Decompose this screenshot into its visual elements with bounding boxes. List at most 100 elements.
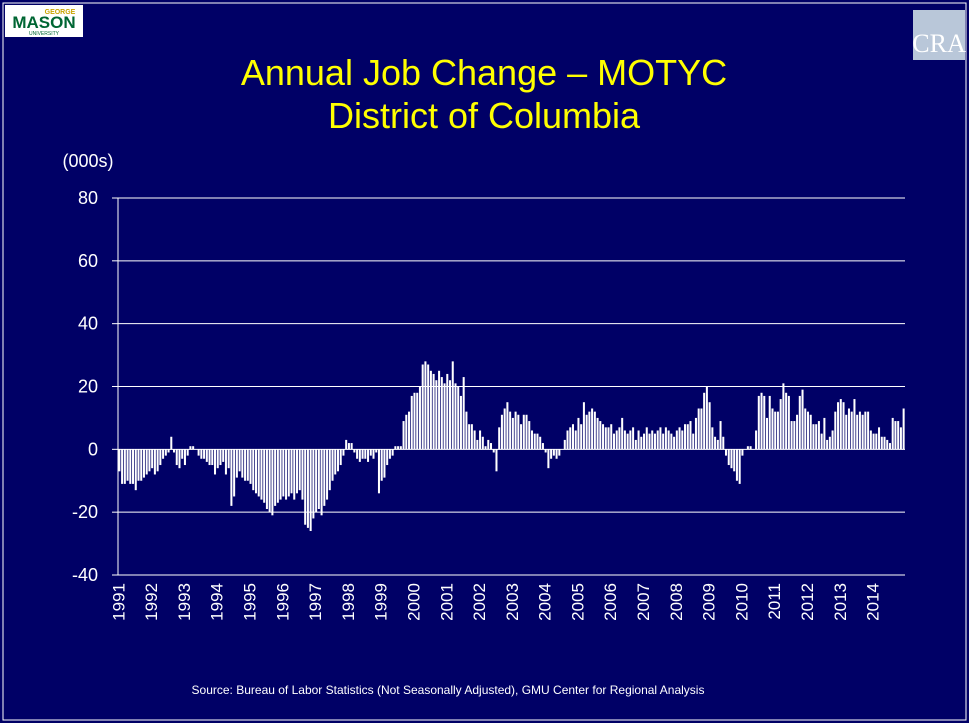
bar — [528, 421, 531, 450]
bar — [328, 449, 331, 491]
bar — [826, 439, 829, 450]
x-tick-label: 1991 — [109, 583, 128, 621]
bar — [820, 433, 823, 450]
bar — [787, 395, 790, 450]
bar — [511, 417, 514, 450]
bar — [662, 433, 665, 450]
x-tick-label: 1996 — [273, 583, 292, 621]
bar — [350, 443, 353, 450]
bar — [730, 449, 733, 469]
bar — [416, 392, 419, 450]
bar — [785, 392, 788, 450]
bar — [544, 449, 547, 453]
bar — [454, 383, 457, 450]
bar — [809, 414, 812, 450]
bar — [621, 417, 624, 450]
bar — [162, 449, 165, 459]
bar — [465, 411, 468, 450]
bar — [651, 430, 654, 450]
bar — [309, 449, 312, 532]
bar — [134, 449, 137, 491]
bar — [509, 411, 512, 450]
bar — [397, 446, 400, 450]
bar — [306, 449, 309, 528]
bar — [323, 449, 326, 506]
x-tick-label: 2010 — [732, 583, 751, 621]
bar — [287, 449, 290, 497]
bar — [673, 436, 676, 450]
bar — [834, 411, 837, 450]
bar — [716, 439, 719, 450]
bar — [869, 430, 872, 450]
bar — [347, 443, 350, 450]
bar — [126, 449, 129, 481]
bar — [233, 449, 236, 497]
bar — [189, 446, 192, 450]
bar — [634, 439, 637, 450]
bar — [888, 443, 891, 450]
x-tick-label: 1997 — [306, 583, 325, 621]
bar — [213, 449, 217, 475]
bar — [438, 370, 441, 450]
x-tick-label: 2003 — [503, 583, 522, 621]
x-tick-label: 1998 — [339, 583, 358, 621]
bar — [793, 421, 796, 450]
bar — [588, 411, 591, 450]
bar — [345, 439, 348, 450]
bar — [703, 392, 706, 450]
y-tick-label: 80 — [78, 188, 98, 208]
bar — [883, 436, 886, 450]
bar — [295, 449, 298, 494]
bar — [481, 436, 484, 450]
bar — [265, 449, 268, 510]
bar — [812, 424, 815, 450]
y-axis-label: (000s) — [62, 151, 113, 171]
bar — [705, 386, 708, 450]
bar — [123, 449, 126, 484]
bar — [402, 421, 405, 450]
x-tick-label: 2005 — [568, 583, 587, 621]
x-tick-label: 2007 — [634, 583, 653, 621]
bar — [159, 449, 162, 466]
bar — [249, 449, 252, 484]
bar — [891, 417, 894, 450]
bar — [520, 424, 523, 450]
bar — [574, 430, 577, 450]
bar — [612, 433, 615, 450]
bar — [197, 449, 200, 456]
bar — [358, 449, 361, 462]
bar — [151, 449, 154, 469]
bar — [451, 361, 454, 450]
bar — [142, 449, 145, 478]
bar — [443, 383, 446, 450]
bar — [615, 430, 618, 450]
bar — [828, 436, 831, 450]
bar — [782, 383, 785, 450]
bar — [684, 424, 687, 450]
bar — [763, 395, 766, 450]
bar — [427, 364, 430, 450]
bar — [405, 414, 408, 450]
bar — [629, 430, 632, 450]
bar — [503, 408, 506, 450]
bar — [320, 449, 323, 516]
y-tick-label: 60 — [78, 251, 98, 271]
bar — [462, 377, 465, 450]
bar — [585, 414, 588, 450]
bar — [653, 433, 656, 450]
bar — [760, 392, 763, 450]
bar — [692, 433, 695, 450]
bar — [372, 449, 375, 459]
x-tick-label: 1993 — [175, 583, 194, 621]
bar — [547, 449, 550, 469]
bar — [640, 436, 643, 450]
bar — [183, 449, 186, 466]
bar — [339, 449, 342, 466]
bar — [241, 449, 244, 478]
bar — [749, 446, 752, 450]
x-tick-label: 1999 — [372, 583, 391, 621]
bar — [211, 449, 214, 466]
source-note: Source: Bureau of Labor Statistics (Not … — [192, 683, 705, 697]
logo-text: GEORGE — [45, 9, 76, 16]
bar — [637, 430, 640, 450]
